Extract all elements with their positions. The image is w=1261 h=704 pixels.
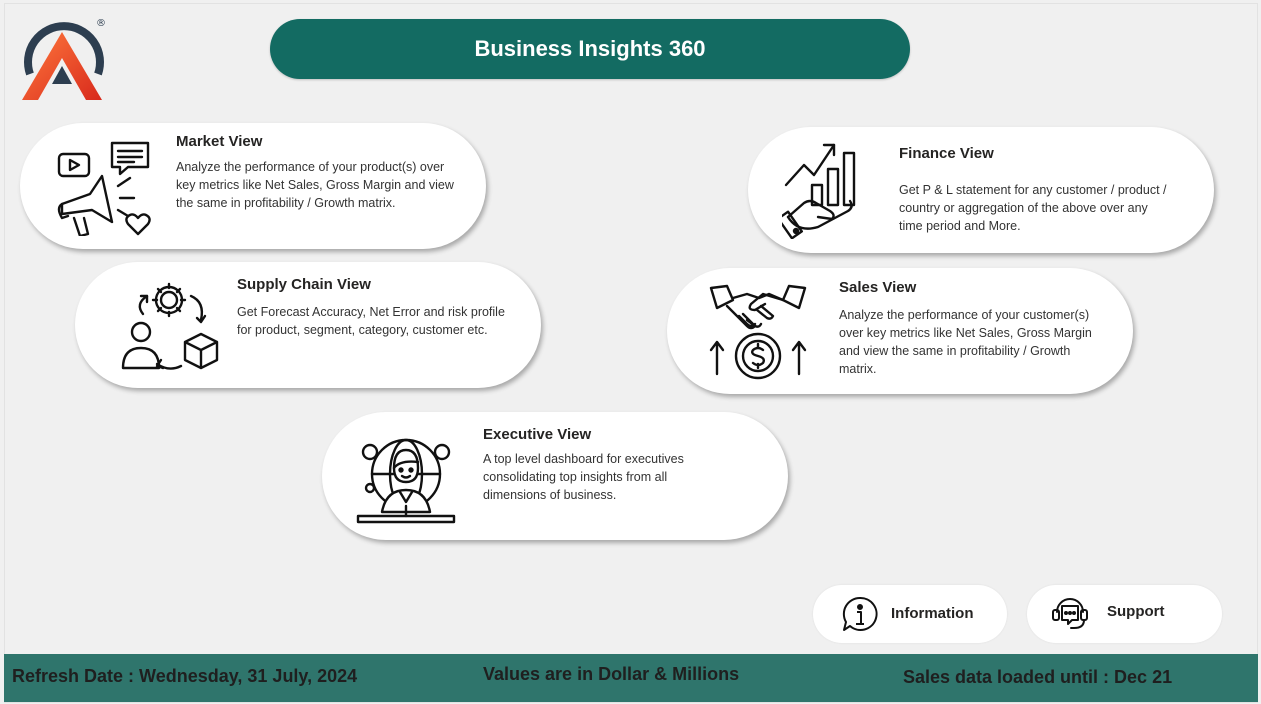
executive-globe-icon (356, 428, 456, 533)
marketing-megaphone-icon (56, 140, 152, 241)
supply-chain-view-card[interactable]: Supply Chain View Get Forecast Accuracy,… (75, 262, 541, 388)
support-label: Support (1107, 603, 1165, 620)
support-button[interactable]: Support (1027, 585, 1222, 643)
information-label: Information (891, 605, 974, 622)
status-footer: Refresh Date : Wednesday, 31 July, 2024 … (4, 654, 1258, 702)
sales-loaded-until-text: Sales data loaded until : Dec 21 (903, 667, 1173, 687)
sales-view-card[interactable]: Sales View Analyze the performance of yo… (667, 268, 1133, 394)
supply-chain-icon (119, 278, 219, 379)
finance-view-description: Get P & L statement for any customer / p… (899, 183, 1167, 233)
market-view-title: Market View (176, 133, 263, 150)
market-view-description: Analyze the performance of your product(… (176, 160, 454, 210)
finance-growth-icon (777, 139, 866, 244)
sales-view-title: Sales View (839, 279, 917, 296)
company-logo: ® (16, 14, 108, 104)
executive-view-description: A top level dashboard for executives con… (483, 452, 684, 502)
finance-view-title: Finance View (899, 145, 994, 162)
page-title-text: Business Insights 360 (474, 36, 706, 61)
executive-view-card[interactable]: Executive View A top level dashboard for… (322, 412, 788, 540)
market-view-card[interactable]: Market View Analyze the performance of y… (20, 123, 486, 249)
info-icon (841, 596, 879, 639)
information-button[interactable]: Information (813, 585, 1007, 643)
supply-chain-view-title: Supply Chain View (237, 276, 371, 293)
executive-view-title: Executive View (483, 426, 592, 443)
supply-chain-view-description: Get Forecast Accuracy, Net Error and ris… (237, 305, 505, 337)
values-unit-note: Values are in Dollar & Millions (483, 664, 740, 684)
registered-mark: ® (96, 18, 106, 29)
page-title: Business Insights 360 (270, 19, 910, 79)
support-headset-icon (1051, 594, 1089, 637)
handshake-dollar-icon (709, 282, 807, 387)
refresh-date-text: Refresh Date : Wednesday, 31 July, 2024 (12, 666, 358, 686)
finance-view-card[interactable]: Finance View Get P & L statement for any… (748, 127, 1214, 253)
sales-view-description: Analyze the performance of your customer… (839, 308, 1092, 376)
